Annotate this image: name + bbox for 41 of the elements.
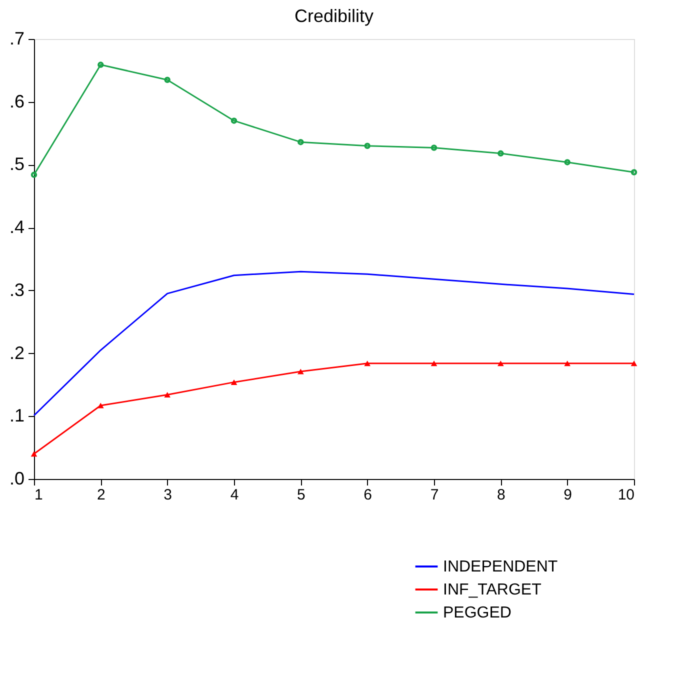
point: [498, 150, 504, 157]
point: [430, 144, 438, 151]
point: [30, 451, 38, 457]
y-tick-label: .1: [9, 406, 24, 426]
point: [298, 138, 304, 146]
x-tick-label: 5: [296, 486, 306, 504]
y-tick-label: .0: [9, 468, 24, 488]
y-tick-label: .4: [9, 217, 24, 238]
point: [630, 360, 638, 366]
point: [98, 402, 104, 408]
point: [164, 76, 170, 83]
x-tick-label: 8: [496, 486, 506, 504]
x-tick-label: 9: [564, 486, 572, 504]
point: [564, 360, 570, 366]
y-tick-label: .6: [9, 91, 24, 112]
point: [230, 379, 238, 385]
point: [298, 368, 304, 374]
x-tick-label: 4: [230, 486, 239, 504]
chart-title: Credibility: [294, 6, 374, 26]
point: [498, 360, 504, 366]
x-tick-label: 1: [34, 486, 43, 504]
x-tick-label: 6: [364, 486, 372, 504]
y-tick-label: .3: [9, 280, 24, 300]
y-tick-label: .2: [9, 342, 24, 363]
legend-label: INF_TARGET: [443, 582, 542, 598]
point: [364, 142, 370, 149]
x-tick-label: 3: [164, 486, 172, 504]
point: [364, 360, 370, 366]
x-tick-label: 7: [430, 486, 439, 504]
y-tick-label: .7: [9, 28, 24, 48]
legend-label: PEGGED: [443, 604, 512, 622]
x-tick-label: 10: [618, 486, 634, 504]
y-tick-label: .5: [9, 154, 24, 174]
legend-label: INDEPENDENT: [443, 558, 558, 576]
point: [230, 118, 238, 124]
point: [164, 392, 170, 398]
line-series: [33, 270, 635, 416]
point: [430, 360, 438, 366]
point: [98, 62, 104, 68]
x-tick-label: 2: [96, 486, 106, 504]
point: [564, 159, 570, 166]
